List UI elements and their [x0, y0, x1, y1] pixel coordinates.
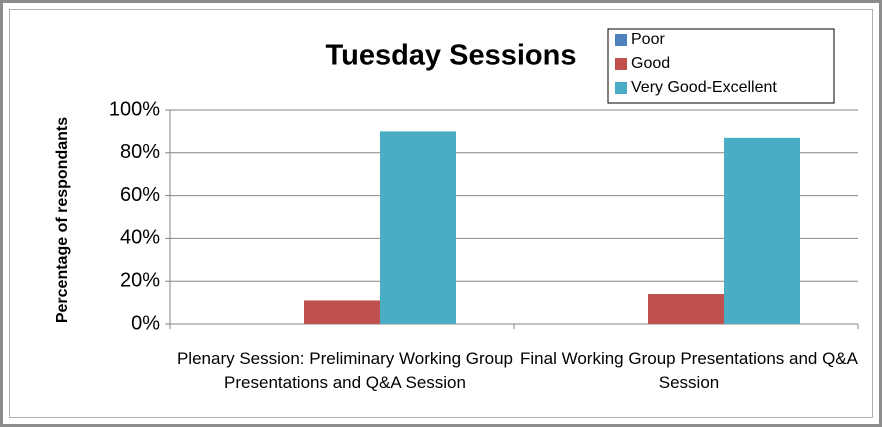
legend-swatch	[615, 34, 627, 46]
bar	[380, 131, 456, 324]
legend-box	[607, 28, 835, 104]
y-tick-label: 80%	[120, 141, 160, 163]
chart-title: Tuesday Sessions	[326, 40, 577, 72]
y-tick-label: 20%	[120, 269, 160, 291]
y-tick-label: 0%	[131, 312, 160, 334]
bar	[304, 300, 380, 324]
legend-swatch	[615, 58, 627, 70]
y-axis-label: Percentage of respondants	[54, 117, 71, 323]
y-tick-label: 100%	[109, 98, 160, 120]
legend-label: Good	[631, 55, 670, 72]
chart-area	[9, 9, 873, 418]
y-tick-label: 40%	[120, 227, 160, 249]
legend-label: Very Good-Excellent	[631, 79, 777, 96]
y-tick-label: 60%	[120, 184, 160, 206]
x-tick-label: Plenary Session: Preliminary Working Gro…	[176, 349, 514, 392]
legend-swatch	[615, 82, 627, 94]
legend-label: Poor	[631, 31, 665, 48]
bar	[724, 137, 800, 324]
chart: Tuesday Sessions Percentage of respondan…	[54, 28, 859, 334]
x-tick-label: Final Working Group Presentations and Q&…	[520, 349, 858, 392]
bar	[648, 294, 724, 324]
